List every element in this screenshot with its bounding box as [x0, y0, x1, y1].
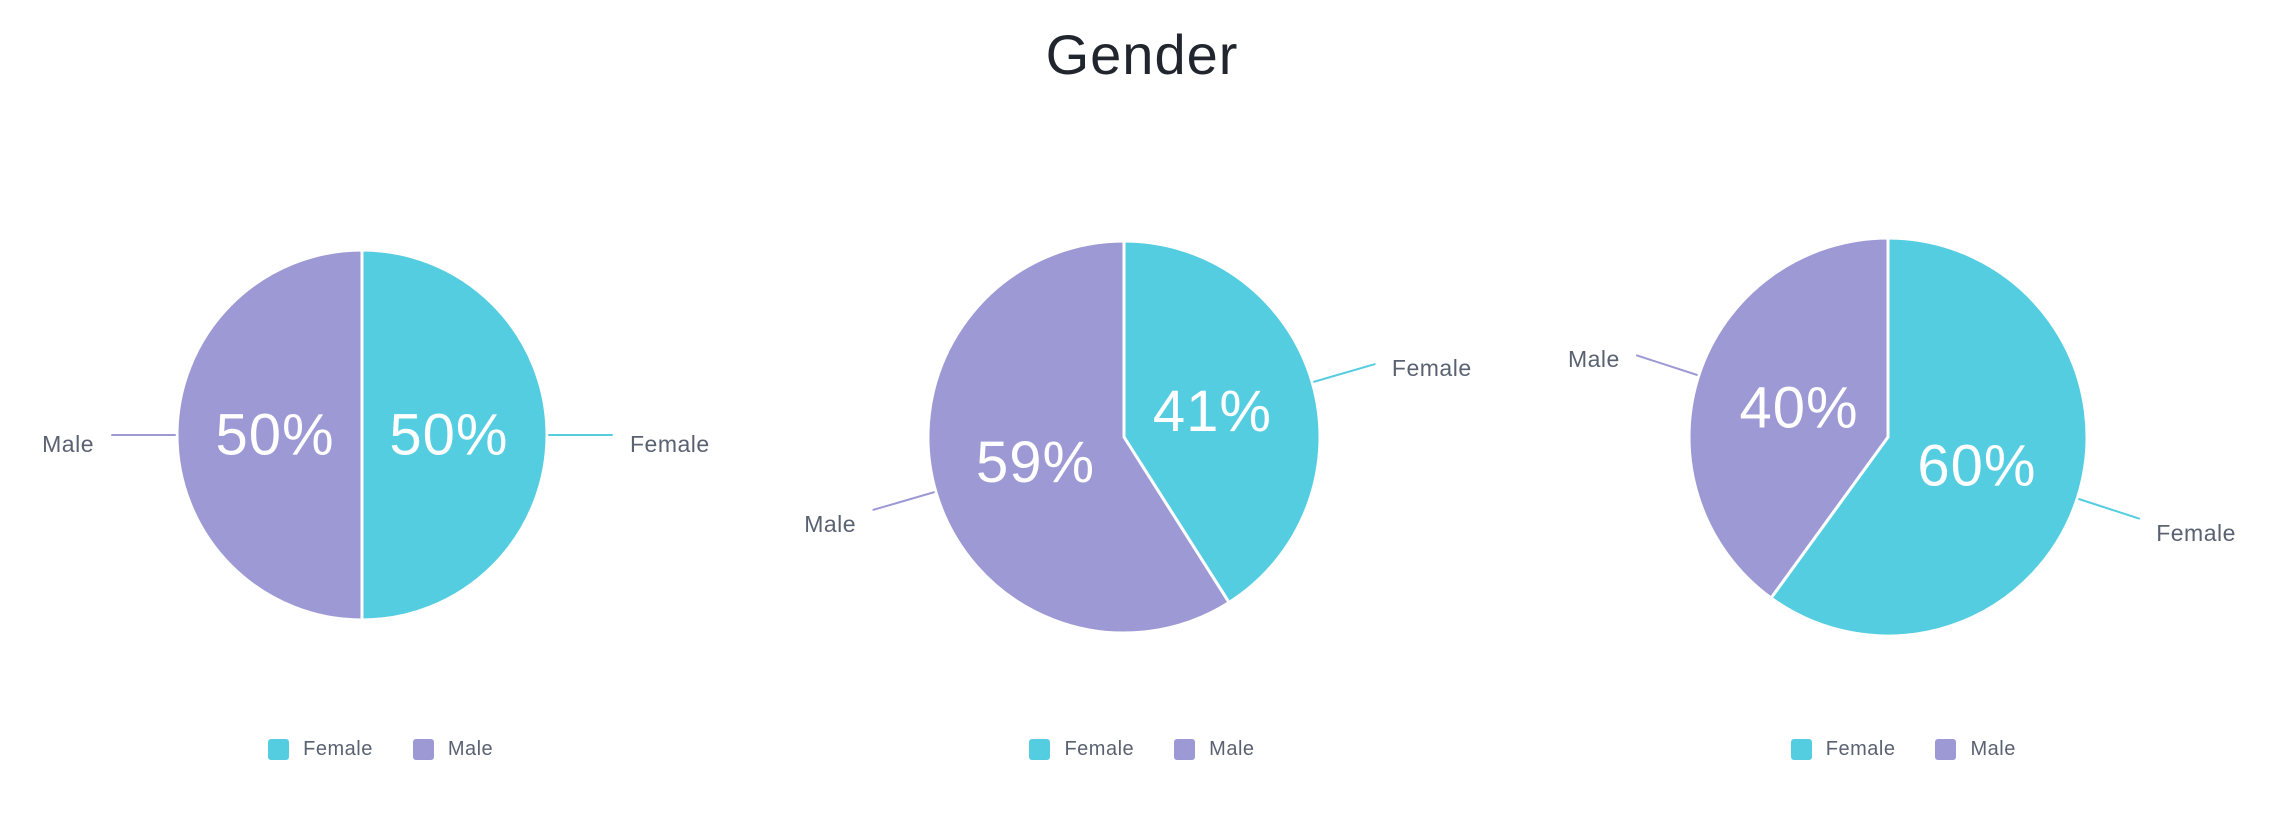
- legend-label-female: Female: [1064, 738, 1135, 760]
- leader-line-male: [1635, 354, 1698, 376]
- female-swatch: [268, 739, 290, 760]
- leader-line-female: [1313, 363, 1376, 383]
- pie-slice-female[interactable]: [1769, 236, 2089, 638]
- pie-slice-male[interactable]: [175, 248, 364, 622]
- pie-chart-1: 50% Female 50% Male: [42, 248, 710, 622]
- male-swatch: [412, 739, 434, 760]
- slice-percent-label-male: 50%: [216, 403, 335, 468]
- legend-item-female[interactable]: Female: [1790, 738, 1896, 761]
- legend-item-male[interactable]: Male: [1174, 738, 1254, 761]
- slice-outer-label-male: Male: [1568, 346, 1620, 372]
- female-swatch: [1029, 739, 1051, 760]
- pie-chart-group-1: 50% Female 50% Male Female Male: [0, 195, 761, 834]
- male-swatch: [1935, 739, 1957, 760]
- slice-percent-label-male: 40%: [1739, 376, 1858, 441]
- slice-outer-label-male: Male: [42, 431, 94, 457]
- pie-slice-male[interactable]: [1687, 236, 1890, 600]
- legend-label-male: Male: [1970, 738, 2016, 760]
- slice-outer-label-female: Female: [630, 431, 710, 457]
- slice-percent-label-female: 50%: [389, 403, 508, 468]
- charts-row: 50% Female 50% Male Female Male 41% Female 59…: [0, 195, 2284, 834]
- legend-3: Female Male: [1523, 738, 2284, 761]
- pie-chart-2: 41% Female 59% Male: [805, 239, 1472, 635]
- legend-item-male[interactable]: Male: [412, 738, 494, 761]
- legend-item-female[interactable]: Female: [1029, 738, 1134, 761]
- pie-slice-female[interactable]: [360, 248, 549, 622]
- legend-2: Female Male: [761, 738, 1522, 761]
- slice-outer-label-female: Female: [2156, 520, 2236, 546]
- legend-label-male: Male: [1209, 738, 1255, 760]
- leader-line-female: [2077, 498, 2140, 520]
- pie-chart-group-2: 41% Female 59% Male Female Male: [761, 195, 1522, 834]
- pie-chart-3: 60% Female 40% Male: [1568, 236, 2236, 638]
- legend-label-female: Female: [303, 738, 373, 760]
- male-swatch: [1174, 739, 1196, 760]
- pie-chart-group-3: 60% Female 40% Male Female Male: [1523, 195, 2284, 834]
- legend-label-female: Female: [1825, 738, 1896, 760]
- leader-line-male: [872, 491, 936, 511]
- slice-percent-label-female: 41%: [1153, 379, 1272, 444]
- legend-label-male: Male: [447, 738, 494, 760]
- legend-item-female[interactable]: Female: [268, 738, 373, 761]
- slice-outer-label-female: Female: [1392, 355, 1472, 381]
- slice-percent-label-female: 60%: [1917, 433, 2036, 498]
- female-swatch: [1790, 739, 1812, 760]
- legend-1: Female Male: [0, 738, 761, 761]
- slice-percent-label-male: 59%: [976, 430, 1095, 495]
- page-title: Gender: [1045, 23, 1239, 86]
- legend-item-male[interactable]: Male: [1935, 738, 2015, 761]
- slice-outer-label-male: Male: [805, 511, 857, 537]
- pie-slice-male[interactable]: [926, 239, 1231, 635]
